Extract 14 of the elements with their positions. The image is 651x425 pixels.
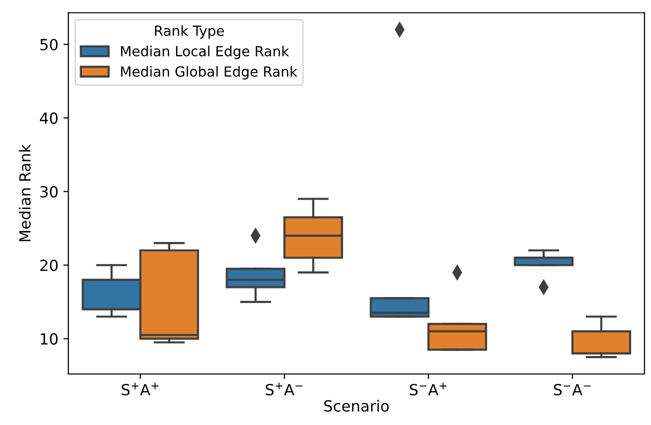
legend-label: Median Global Edge Rank xyxy=(121,66,298,80)
y-tick-label: 10 xyxy=(40,333,58,345)
y-tick-label: 50 xyxy=(40,38,58,50)
legend-title: Rank Type xyxy=(155,25,224,39)
x-tick-label: S$^{−}$A$^{−}$ xyxy=(554,384,590,396)
x-tick-label: S$^{+}$A$^{+}$ xyxy=(122,382,158,396)
y-tick-label: 20 xyxy=(40,260,58,272)
legend-label: Median Local Edge Rank xyxy=(121,46,290,60)
y-tick-label: 30 xyxy=(40,186,58,198)
x-axis-title: Scenario xyxy=(324,400,389,412)
y-axis-title: Median Rank xyxy=(18,144,31,242)
y-tick-label: 40 xyxy=(40,112,58,124)
x-tick-label: S$^{−}$A$^{+}$ xyxy=(410,382,446,396)
x-tick-label: S$^{+}$A$^{−}$ xyxy=(266,382,302,396)
